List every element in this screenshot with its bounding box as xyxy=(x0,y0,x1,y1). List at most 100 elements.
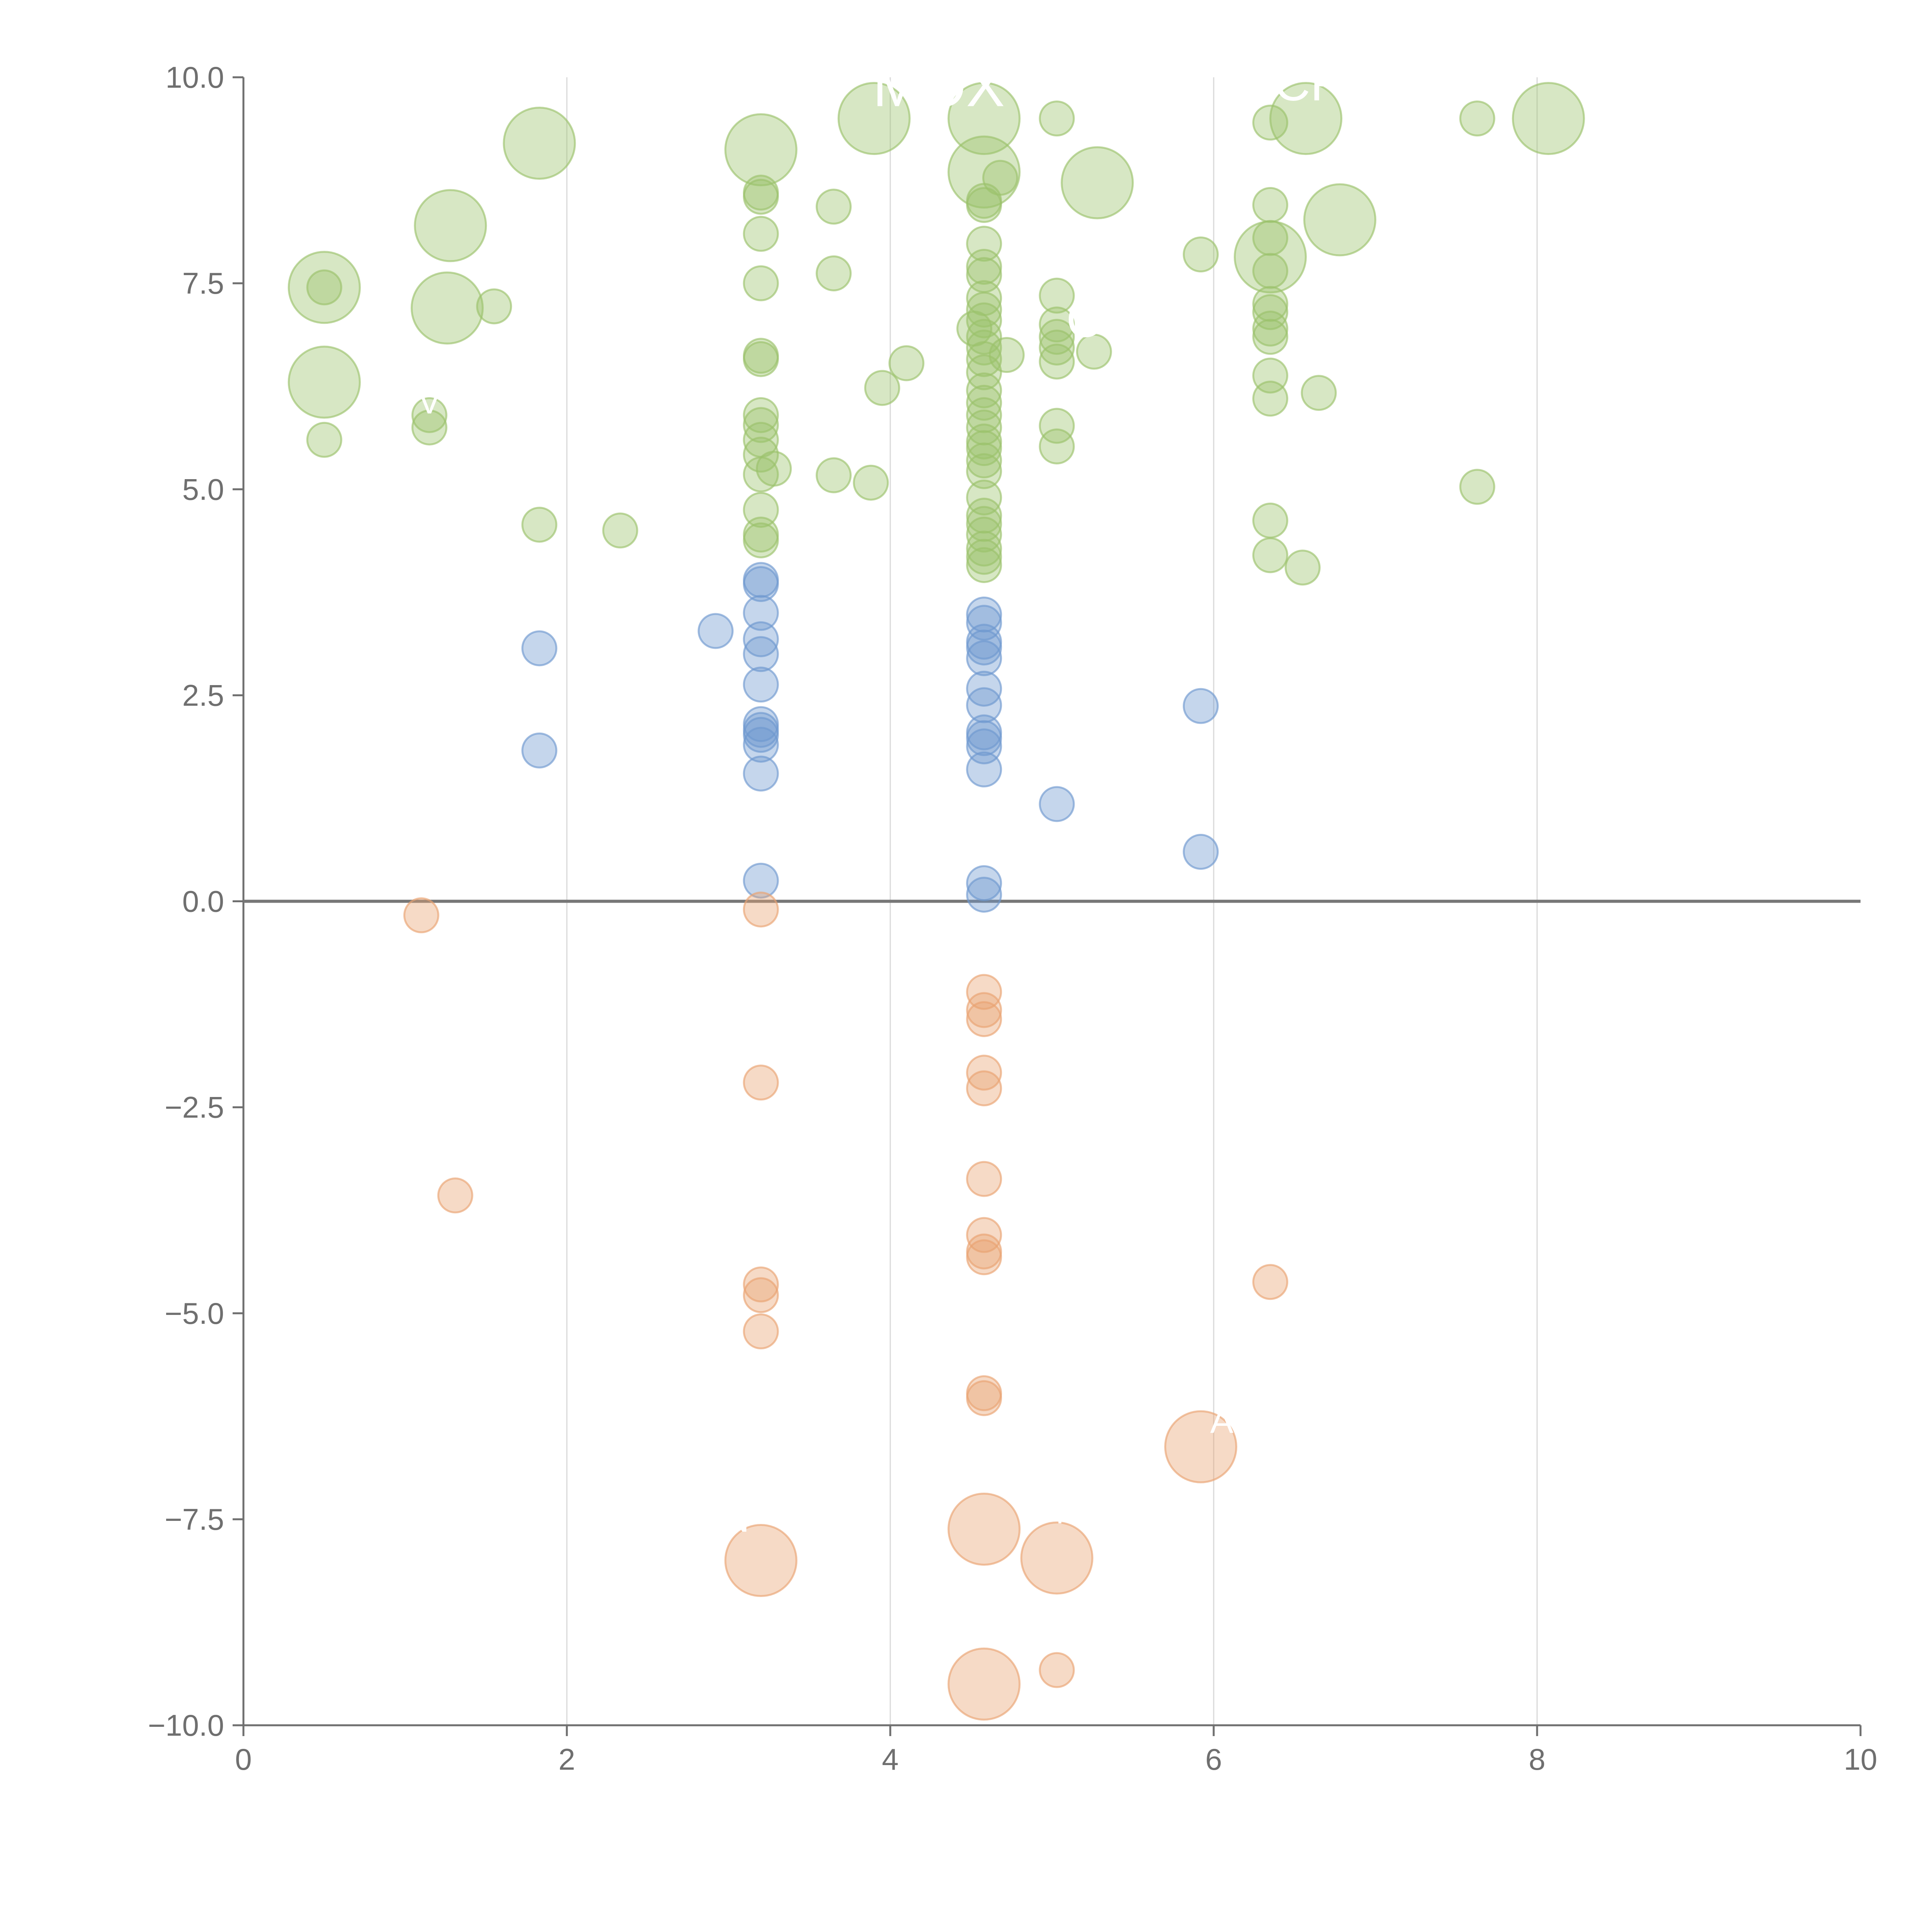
bubble-low xyxy=(437,1177,473,1214)
bubble-high xyxy=(966,354,1002,390)
y-tick-label: −5.0 xyxy=(165,1296,224,1330)
bubble-high xyxy=(1061,146,1134,219)
bubble-high xyxy=(1252,310,1288,347)
bubble-mid xyxy=(743,636,779,672)
bubble-low xyxy=(743,1266,779,1303)
bubble-high xyxy=(1039,428,1075,464)
bubble-low xyxy=(966,1001,1002,1037)
bubble-mid xyxy=(743,667,779,703)
bubble-high xyxy=(966,372,1002,408)
tick-labels: 0 2 4 6 8 10 10.0 7.5 5.0 2.5 0.0 −2.5 −5.0 −7.5 −10.0 xyxy=(148,60,1878,1776)
bubble-high xyxy=(1252,502,1288,539)
bubble-low xyxy=(966,1161,1002,1197)
bubble-high xyxy=(1512,82,1585,155)
bubble-annotation: A xyxy=(1210,1402,1233,1440)
bubble-high xyxy=(1303,183,1376,257)
bubble-high xyxy=(966,442,1002,479)
bubble-annotation: V xyxy=(418,383,441,421)
bubble-annotation: N xyxy=(1056,1493,1081,1531)
bubble-high xyxy=(853,464,889,501)
bubble-mid xyxy=(966,640,1002,676)
bubble-high xyxy=(864,370,900,406)
bubble-high xyxy=(888,345,925,381)
bubble-mid xyxy=(743,621,779,657)
bubble-low xyxy=(743,1065,779,1101)
x-tick-label: 6 xyxy=(1205,1742,1222,1776)
bubble-low xyxy=(966,974,1002,1010)
bubble-high xyxy=(1459,469,1495,505)
bubble-high xyxy=(1252,319,1288,355)
bubble-high xyxy=(743,492,779,528)
y-tick-label: −10.0 xyxy=(148,1708,224,1742)
bubble-high xyxy=(756,451,792,487)
bubble-high xyxy=(1039,319,1075,355)
bubble-high xyxy=(966,480,1002,516)
y-tick-label: −7.5 xyxy=(165,1502,224,1536)
bubble-high xyxy=(947,82,1021,155)
bubble-high xyxy=(816,189,852,225)
x-tick-label: 4 xyxy=(882,1742,898,1776)
bubbles xyxy=(287,82,1585,1721)
bubble-high xyxy=(411,409,447,446)
bubble-high xyxy=(1252,286,1288,322)
bubble-mid xyxy=(966,687,1002,723)
bubble-low xyxy=(403,897,439,934)
bubble-annotation: MOX xyxy=(873,54,1005,119)
bubble-high xyxy=(602,512,638,549)
y-tick-label: 5.0 xyxy=(182,472,224,506)
y-tick-label: 10.0 xyxy=(165,60,224,94)
bubble-high xyxy=(411,397,447,433)
bubble-mid xyxy=(1039,786,1075,822)
bubble-low xyxy=(743,891,779,928)
bubble-high xyxy=(743,437,779,473)
bubble-high xyxy=(1252,381,1288,417)
bubble-high xyxy=(816,255,852,292)
bubble-high xyxy=(1039,329,1075,366)
bubble-low xyxy=(1164,1410,1238,1483)
bubble-high xyxy=(966,187,1002,223)
bubble-high xyxy=(966,497,1002,534)
bubble-high xyxy=(966,506,1002,542)
bubble-low xyxy=(947,1647,1021,1721)
bubble-mid xyxy=(966,629,1002,666)
bubble-high xyxy=(1252,253,1288,289)
bubble-high xyxy=(414,189,487,262)
bubble-high xyxy=(966,547,1002,583)
x-tick-label: 2 xyxy=(558,1742,575,1776)
bubble-high xyxy=(743,216,779,252)
bubble-high xyxy=(476,288,512,325)
bubble-high xyxy=(287,345,361,419)
bubble-mid xyxy=(743,566,779,602)
bubble-high xyxy=(521,507,558,543)
bubble-labels: MOX CF C V A A N N xyxy=(418,54,1387,1539)
bubble-high xyxy=(503,107,576,180)
bubble-high xyxy=(287,251,361,324)
y-tick-label: 0.0 xyxy=(182,884,224,918)
y-tick-label: −2.5 xyxy=(165,1090,224,1124)
bubble-high xyxy=(743,341,779,377)
bubble-high xyxy=(1039,408,1075,444)
bubble-high xyxy=(966,453,1002,489)
bubble-mid xyxy=(966,720,1002,756)
bubble-low xyxy=(743,1277,779,1313)
bubble-high xyxy=(966,291,1002,328)
bubble-annotation: C xyxy=(1066,291,1102,348)
bubble-low xyxy=(966,1070,1002,1107)
bubble-high xyxy=(743,397,779,433)
bubble-high xyxy=(1039,277,1075,314)
bubble-mid xyxy=(697,613,734,649)
bubble-mid xyxy=(1183,834,1219,870)
bubble-high xyxy=(1284,549,1321,586)
bubble-low xyxy=(966,1380,1002,1416)
bubble-high xyxy=(743,522,779,558)
bubble-mid xyxy=(966,865,1002,901)
bubble-mid xyxy=(743,726,779,763)
bubble-mid xyxy=(966,751,1002,787)
bubble-mid xyxy=(743,717,779,753)
bubble-high xyxy=(966,341,1002,377)
bubble-high xyxy=(1183,236,1219,272)
bubble-high xyxy=(306,422,342,458)
bubble-high xyxy=(743,179,779,215)
bubble-high xyxy=(1301,375,1337,411)
